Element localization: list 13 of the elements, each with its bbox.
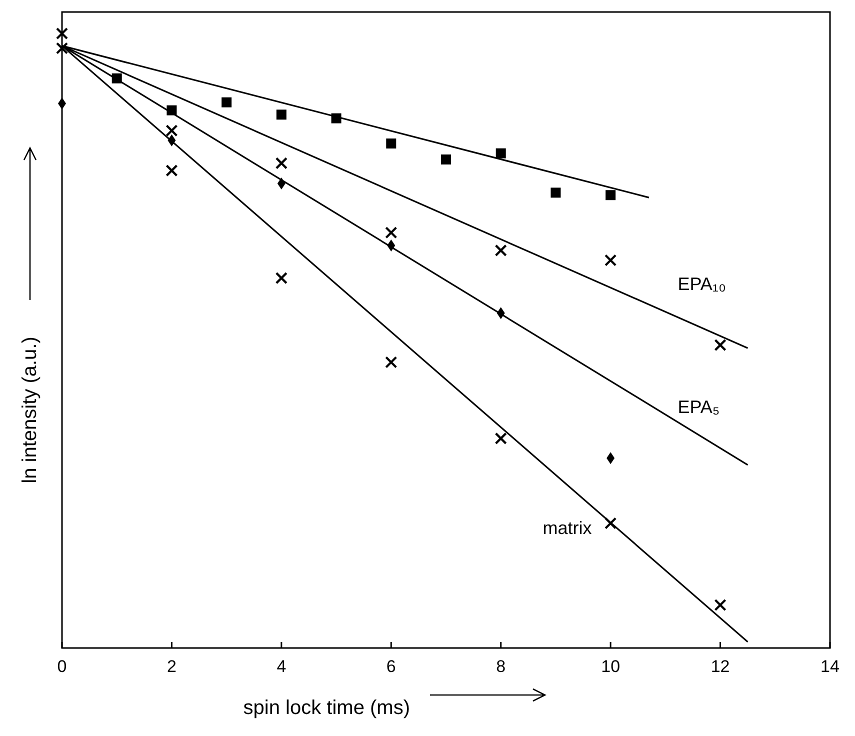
x-tick-label: 12: [710, 657, 730, 676]
x-tick-label: 0: [57, 657, 67, 676]
x-tick-label: 10: [601, 657, 620, 676]
series-label: matrix: [542, 518, 592, 538]
x-tick-label: 8: [496, 657, 506, 676]
x-tick-label: 2: [166, 657, 176, 676]
series-label: EPA₁₀: [678, 274, 726, 294]
series-label: EPA₅: [678, 396, 720, 417]
x-tick-label: 6: [386, 657, 396, 676]
x-axis-title: spin lock time (ms): [243, 697, 410, 719]
y-axis-title: ln intensity (a.u.): [19, 336, 41, 484]
x-tick-label: 14: [820, 657, 840, 676]
x-tick-label: 4: [276, 657, 286, 676]
